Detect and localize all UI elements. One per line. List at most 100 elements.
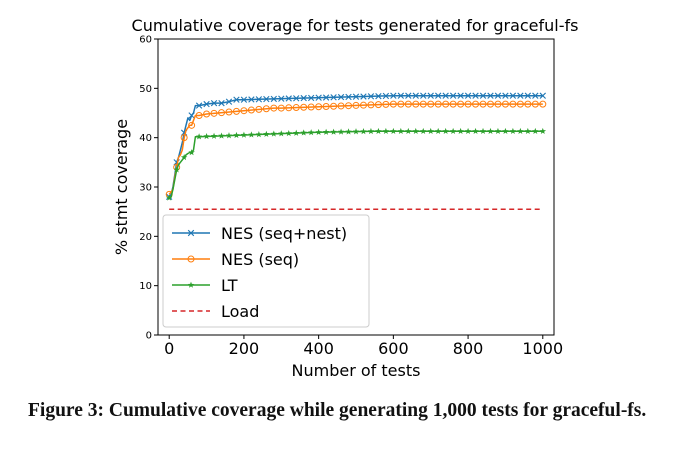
data-point <box>210 132 218 139</box>
data-point <box>270 95 277 103</box>
legend: NES (seq+nest) NES (seq) LT Load <box>162 214 370 328</box>
plot-area: 0 200 400 600 800 1000 0 10 20 30 40 50 60 <box>139 35 563 359</box>
legend-label: NES (seq+nest) <box>221 224 347 243</box>
data-point <box>509 92 517 99</box>
data-point <box>315 103 323 111</box>
x-axis-label: Number of tests <box>292 361 421 380</box>
data-point <box>218 99 225 107</box>
data-point <box>464 127 472 134</box>
series-line <box>168 103 543 195</box>
data-point <box>434 127 442 134</box>
series-line <box>168 94 543 198</box>
data-point <box>427 92 434 99</box>
data-point <box>389 100 397 108</box>
data-point <box>427 127 434 134</box>
data-point <box>382 92 390 100</box>
y-tick-label: 10 <box>139 281 152 292</box>
data-point <box>412 127 420 134</box>
data-point <box>390 92 397 99</box>
data-point <box>165 194 173 201</box>
data-point <box>464 100 472 108</box>
data-point <box>330 128 337 135</box>
data-point <box>285 95 292 102</box>
data-point <box>240 107 248 115</box>
data-point <box>307 94 315 102</box>
data-point <box>524 100 532 108</box>
data-point <box>345 93 352 101</box>
data-point <box>479 92 487 99</box>
data-point <box>203 133 210 140</box>
data-point <box>449 100 457 108</box>
data-point <box>195 102 203 109</box>
data-point <box>427 100 435 108</box>
data-point <box>352 93 360 100</box>
data-point <box>449 92 457 99</box>
data-point <box>524 127 532 134</box>
data-point <box>277 104 285 112</box>
legend-marker <box>187 229 195 237</box>
x-tick-label: 800 <box>453 339 484 358</box>
data-point <box>382 100 390 108</box>
data-point <box>457 100 465 108</box>
data-point <box>539 127 547 134</box>
data-point <box>412 92 419 99</box>
data-point <box>419 100 427 108</box>
data-point <box>472 127 479 134</box>
data-point <box>337 128 345 135</box>
data-point <box>218 132 225 139</box>
data-point <box>180 134 188 142</box>
data-point <box>255 131 263 138</box>
data-point <box>292 129 300 136</box>
x-tick-label: 1000 <box>522 339 563 358</box>
data-point <box>188 112 195 119</box>
data-point <box>180 154 188 161</box>
data-point <box>240 96 248 103</box>
data-point <box>322 94 330 101</box>
data-point <box>360 93 367 100</box>
data-point <box>337 93 345 101</box>
data-point <box>390 127 397 134</box>
data-point <box>472 100 480 108</box>
data-point <box>397 92 405 99</box>
data-point <box>486 100 494 108</box>
data-point <box>404 100 412 108</box>
data-point <box>195 111 203 119</box>
data-point <box>233 131 240 139</box>
data-point <box>225 132 233 139</box>
data-point <box>285 129 292 137</box>
data-point <box>262 105 270 113</box>
data-point <box>345 102 353 110</box>
data-point <box>360 128 367 135</box>
data-point <box>517 127 524 134</box>
data-point <box>352 128 360 135</box>
data-point <box>188 121 196 129</box>
data-point <box>517 92 524 99</box>
data-point <box>374 101 382 109</box>
data-point <box>173 166 180 173</box>
y-axis-label: % stmt coverage <box>112 119 131 255</box>
data-point <box>412 100 420 108</box>
data-point <box>218 109 226 117</box>
legend-label: LT <box>221 276 238 295</box>
data-point <box>532 92 539 99</box>
y-tick-label: 0 <box>146 331 152 342</box>
data-point <box>501 100 509 108</box>
data-point <box>449 127 457 134</box>
data-point <box>509 100 517 108</box>
data-point <box>375 92 382 100</box>
data-point <box>532 127 539 134</box>
data-point <box>292 104 300 112</box>
x-tick-label: 0 <box>164 339 174 358</box>
data-point <box>232 107 240 115</box>
data-point <box>307 129 315 136</box>
data-point <box>263 130 270 137</box>
data-point <box>233 96 240 103</box>
data-point <box>307 103 315 111</box>
legend-label: Load <box>221 302 259 321</box>
data-point <box>322 128 330 135</box>
data-point <box>330 102 338 110</box>
data-point <box>203 110 211 118</box>
y-tick-label: 50 <box>139 84 152 95</box>
y-tick-label: 20 <box>139 232 152 243</box>
data-point <box>487 92 494 99</box>
